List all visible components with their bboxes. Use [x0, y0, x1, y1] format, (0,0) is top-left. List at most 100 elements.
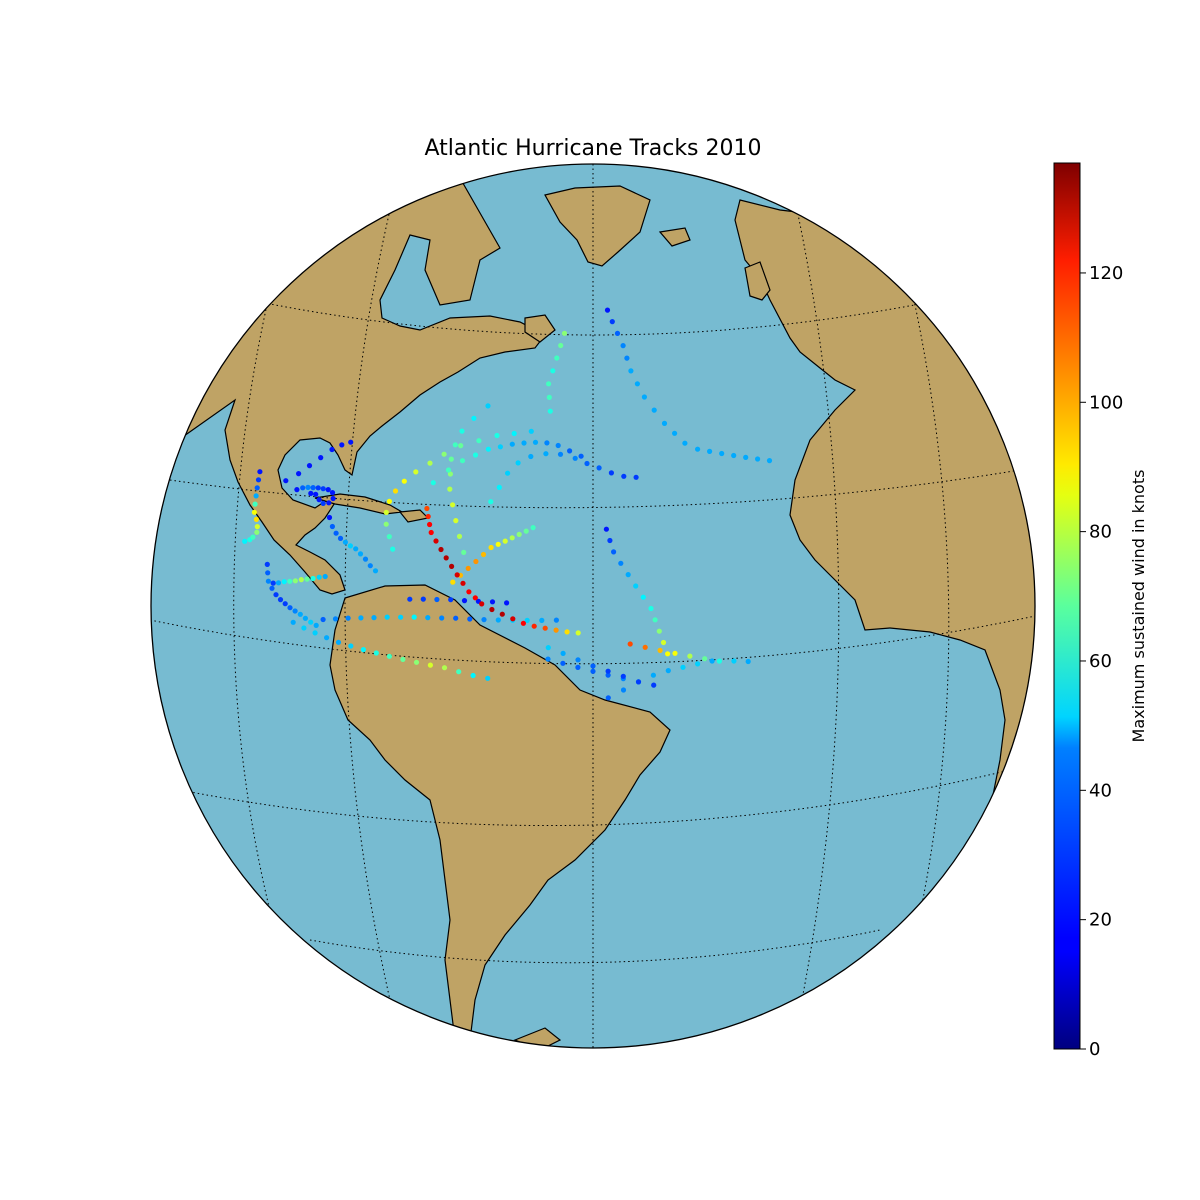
track-point — [656, 628, 662, 634]
track-point — [485, 446, 491, 452]
track-point — [743, 454, 749, 460]
track-point — [495, 617, 501, 623]
track-point — [264, 561, 270, 568]
track-point — [682, 440, 688, 446]
track-point — [304, 576, 310, 582]
track-point — [665, 668, 671, 674]
track-point — [509, 441, 515, 447]
track-point — [339, 442, 345, 448]
track-point — [476, 438, 482, 444]
track-point — [509, 535, 515, 541]
track-point — [306, 463, 313, 469]
track-point — [611, 549, 617, 555]
track-point — [257, 469, 263, 475]
colorbar-scale — [1053, 162, 1081, 1050]
track-point — [450, 579, 456, 585]
track-point — [373, 650, 379, 656]
track-point — [550, 368, 556, 374]
track-point — [292, 608, 298, 614]
track-point — [332, 616, 339, 622]
track-point — [523, 528, 529, 534]
track-point — [543, 451, 549, 457]
track-point — [755, 456, 761, 462]
track-point — [516, 531, 522, 538]
track-point — [628, 368, 634, 374]
track-point — [731, 658, 737, 664]
track-point — [372, 568, 379, 574]
track-point — [567, 448, 573, 454]
track-point — [452, 442, 458, 448]
track-point — [544, 440, 550, 446]
track-point — [511, 430, 517, 437]
track-point — [467, 616, 473, 622]
track-point — [443, 555, 449, 561]
track-point — [430, 480, 436, 486]
track-point — [459, 458, 466, 464]
track-point — [505, 470, 511, 476]
track-point — [333, 530, 339, 536]
track-point — [627, 641, 633, 647]
track-point — [367, 563, 373, 569]
land-south-america — [329, 584, 671, 1041]
track-point — [441, 451, 447, 457]
track-point — [702, 656, 708, 662]
track-point — [383, 521, 389, 527]
track-point — [661, 420, 668, 426]
track-point — [665, 651, 671, 657]
track-point — [497, 444, 503, 450]
track-point — [542, 625, 548, 631]
track-point — [620, 343, 626, 349]
track-point — [313, 491, 319, 497]
track-point — [719, 450, 725, 457]
track-point — [273, 592, 279, 598]
colorbar-tick-label: 120 — [1089, 263, 1123, 284]
track-point — [489, 599, 496, 605]
track-point — [413, 469, 419, 475]
track-point — [398, 614, 404, 620]
track-point — [302, 615, 308, 621]
track-point — [308, 619, 314, 625]
track-point — [384, 614, 390, 620]
track-point — [287, 578, 293, 584]
track-point — [695, 661, 701, 667]
track-point — [496, 484, 502, 490]
track-point — [471, 415, 477, 421]
track-point — [560, 660, 566, 666]
track-point — [596, 465, 602, 471]
track-point — [545, 656, 551, 662]
track-point — [301, 625, 307, 631]
track-point — [609, 319, 615, 325]
track-point — [502, 538, 508, 544]
track-point — [624, 355, 630, 361]
track-point — [461, 549, 467, 556]
track-point — [625, 572, 631, 578]
track-point — [253, 516, 259, 523]
track-point — [400, 656, 406, 663]
track-point — [481, 617, 487, 623]
track-point — [324, 635, 330, 641]
track-point — [731, 452, 737, 459]
track-point — [633, 474, 639, 480]
track-point — [283, 478, 289, 484]
track-point — [553, 627, 559, 633]
track-point — [575, 630, 581, 636]
track-point — [254, 524, 260, 530]
track-point — [620, 673, 626, 679]
track-point — [251, 509, 257, 515]
track-point — [425, 513, 431, 520]
track-point — [322, 573, 328, 580]
track-point — [448, 456, 454, 462]
track-point — [292, 578, 298, 584]
track-point — [572, 455, 578, 461]
track-point — [539, 617, 545, 624]
track-point — [447, 486, 453, 492]
globe — [150, 163, 1036, 1049]
track-point — [766, 458, 773, 464]
track-point — [308, 490, 314, 496]
track-point — [554, 355, 560, 361]
track-point — [695, 446, 701, 452]
track-point — [657, 647, 663, 654]
track-point — [433, 538, 439, 544]
land-british-isles — [744, 261, 771, 301]
track-point — [439, 615, 445, 621]
